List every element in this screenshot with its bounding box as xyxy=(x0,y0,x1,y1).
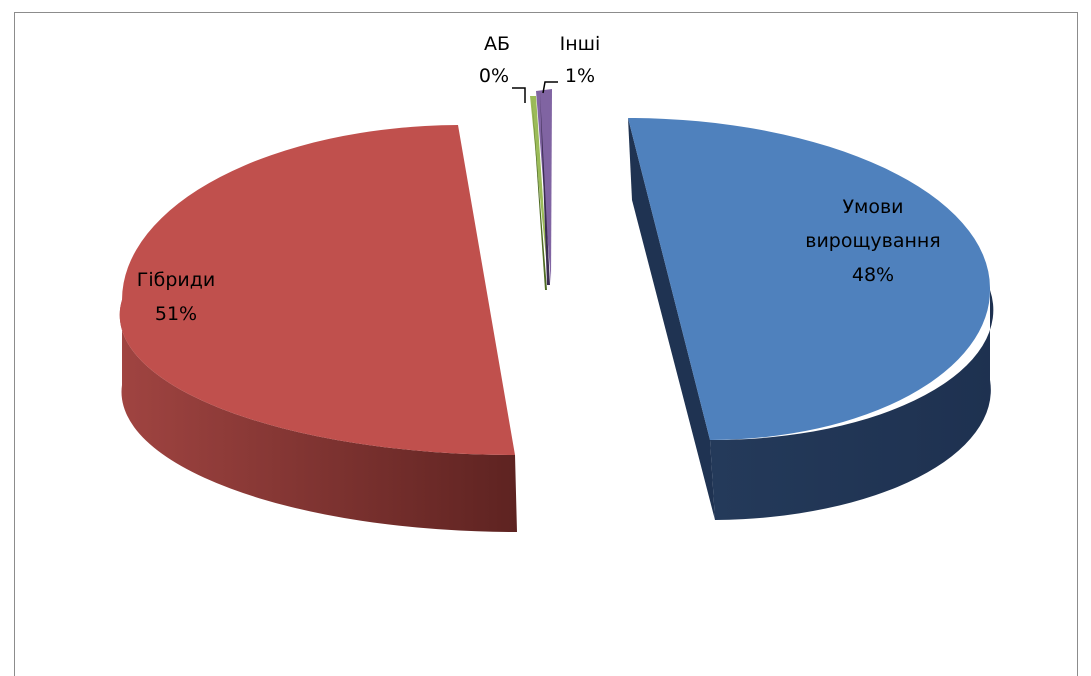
slice-ab xyxy=(530,96,549,290)
slice-top xyxy=(530,96,549,288)
slice-side xyxy=(540,92,550,285)
slice-percent: 51% xyxy=(155,303,197,325)
slice-name-line-2: вирощування xyxy=(805,230,941,252)
pie-chart: Умови вирощування 48% Гібриди 51% АБ 0% … xyxy=(119,33,994,533)
slice-umovy-vyroshchuvannia xyxy=(628,118,994,520)
data-label-umovy-vyroshchuvannia: Умови вирощування 48% xyxy=(805,196,941,286)
slice-name: АБ xyxy=(484,33,510,55)
slice-inshi xyxy=(536,89,552,285)
slice-percent: 0% xyxy=(479,65,509,87)
slice-side xyxy=(119,300,517,533)
chart-area xyxy=(14,12,1078,676)
slice-name-line-1: Умови xyxy=(842,196,903,218)
data-label-ab: АБ 0% xyxy=(479,33,510,87)
data-label-inshi: Інші 1% xyxy=(560,33,601,87)
slice-inner-wall xyxy=(628,118,715,520)
slice-side xyxy=(710,290,994,520)
slice-percent: 48% xyxy=(852,264,894,286)
data-label-hibrydy: Гібриди 51% xyxy=(137,269,215,325)
slice-name: Інші xyxy=(560,33,601,55)
leader-line-inshi xyxy=(542,81,558,94)
slice-hibrydy xyxy=(119,125,517,533)
slice-name: Гібриди xyxy=(137,269,215,291)
slice-percent: 1% xyxy=(565,65,595,87)
slice-top xyxy=(628,118,991,440)
slice-side xyxy=(532,100,547,290)
leader-line-ab xyxy=(512,87,526,103)
slice-top xyxy=(119,125,515,456)
